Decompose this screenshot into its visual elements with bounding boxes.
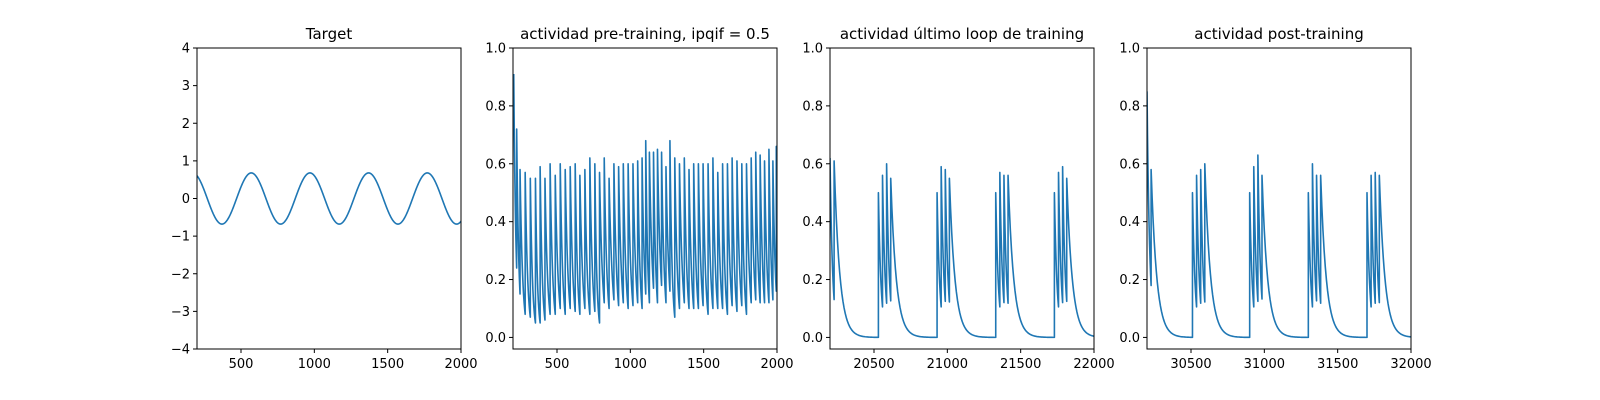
x-tick-label: 21500 <box>1000 357 1041 372</box>
chart-title: actividad post-training <box>1194 25 1363 43</box>
x-tick-label: 2000 <box>444 357 477 372</box>
x-tick-label: 21000 <box>927 357 968 372</box>
plot-frame-post <box>1146 47 1412 350</box>
y-tick-label: 0.2 <box>485 273 506 288</box>
y-tick-label: 0.2 <box>1119 273 1140 288</box>
y-tick-label: 0.4 <box>1119 215 1140 230</box>
x-tick-label: 32000 <box>1390 357 1431 372</box>
y-tick-label: 0.8 <box>1119 99 1140 114</box>
series-line-post <box>1147 91 1411 339</box>
plot-frame-loop <box>829 47 1095 350</box>
y-tick-label: −2 <box>171 267 190 282</box>
x-tick-label: 31000 <box>1244 357 1285 372</box>
x-tick-label: 22000 <box>1073 357 1114 372</box>
y-tick-label: 0.0 <box>802 331 823 346</box>
x-tick-label: 500 <box>229 357 254 372</box>
x-tick-label: 31500 <box>1317 357 1358 372</box>
series-line-pre <box>513 74 777 324</box>
y-tick-label: 0.8 <box>802 99 823 114</box>
chart-title: actividad último loop de training <box>840 25 1084 43</box>
x-tick-label: 1000 <box>614 357 647 372</box>
y-tick-label: 0.0 <box>1119 331 1140 346</box>
y-tick-label: 0.2 <box>802 273 823 288</box>
chart-last-training-loop: 20500 21000 21500 22000 0.0 0.2 0.4 0.6 0.8 1.0 ac… <box>802 25 1114 372</box>
x-tick-label: 1500 <box>687 357 720 372</box>
x-tick-label: 1500 <box>371 357 404 372</box>
series-line-target <box>197 172 461 225</box>
y-tick-label: −1 <box>171 230 190 245</box>
chart-title: Target <box>305 25 353 43</box>
plot-frame-pre <box>512 47 778 350</box>
y-tick-label: 0.8 <box>485 99 506 114</box>
y-tick-label: 3 <box>182 79 190 94</box>
y-tick-label: 0.6 <box>802 157 823 172</box>
x-tick-label: 500 <box>545 357 570 372</box>
y-tick-label: 2 <box>182 117 190 132</box>
y-tick-label: −4 <box>171 343 190 358</box>
chart-title: actividad pre-training, ipqif = 0.5 <box>520 25 770 43</box>
chart-pre-training: 500 1000 1500 2000 0.0 0.2 0.4 0.6 0.8 1.0 activid… <box>485 25 793 372</box>
chart-post-training: 30500 31000 31500 32000 0.0 0.2 0.4 0.6 0.8 1.0 ac… <box>1119 25 1431 372</box>
y-tick-label: 0.6 <box>1119 157 1140 172</box>
y-tick-label: 0.6 <box>485 157 506 172</box>
y-tick-label: 0.4 <box>485 215 506 230</box>
y-tick-label: 1 <box>182 154 190 169</box>
y-tick-label: 0.4 <box>802 215 823 230</box>
y-tick-label: 1.0 <box>1119 42 1140 57</box>
x-tick-label: 30500 <box>1170 357 1211 372</box>
y-tick-label: 0 <box>182 192 190 207</box>
y-tick-label: 1.0 <box>485 42 506 57</box>
x-tick-label: 2000 <box>760 357 793 372</box>
x-tick-label: 1000 <box>298 357 331 372</box>
y-tick-label: −3 <box>171 305 190 320</box>
chart-target: 500 1000 1500 2000 −4 −3 −2 −1 0 1 2 3 4 Target <box>171 25 478 372</box>
y-tick-label: 0.0 <box>485 331 506 346</box>
x-tick-label: 20500 <box>853 357 894 372</box>
y-tick-label: 1.0 <box>802 42 823 57</box>
y-tick-label: 4 <box>182 42 190 57</box>
series-line-loop <box>830 157 1094 339</box>
